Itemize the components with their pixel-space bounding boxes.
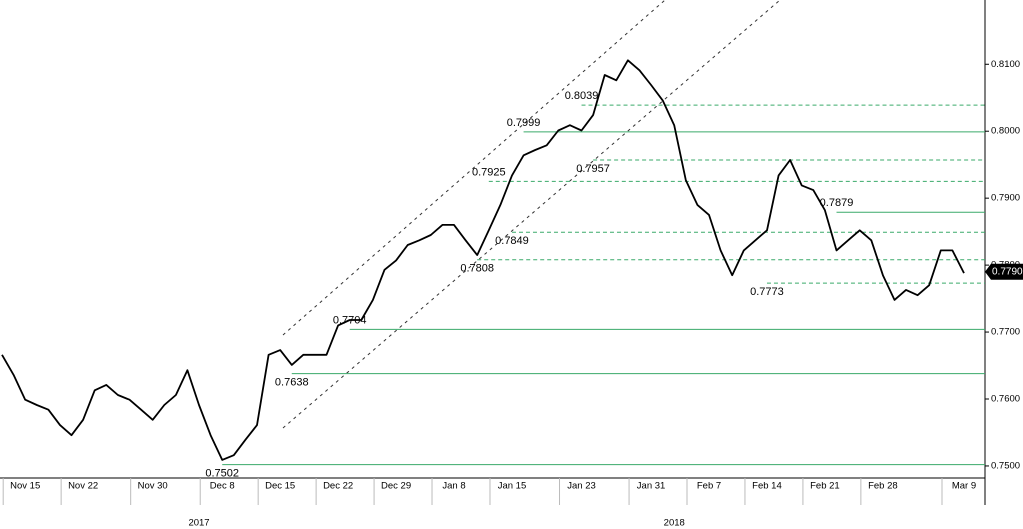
x-tick-label: Feb 7 [697,481,721,492]
x-tick-label: Jan 31 [637,481,666,492]
level-label: 0.7638 [275,376,309,388]
x-tick-label: Jan 8 [442,481,465,492]
x-tick-label: Feb 14 [752,481,782,492]
price-line [1,59,965,461]
y-tick-label: 0.8000 [991,126,1020,137]
last-price-box [985,263,1023,280]
y-tick-label: 0.7600 [991,394,1020,405]
x-tick-label: Nov 22 [68,481,98,492]
level-label: 0.7957 [576,163,610,175]
x-tick-label: Dec 22 [323,481,353,492]
x-tick-label: Nov 30 [138,481,168,492]
x-tick-label: Jan 23 [567,481,596,492]
level-label: 0.7999 [507,117,541,129]
x-tick-label: Dec 29 [381,481,411,492]
level-label: 0.7925 [472,166,506,178]
level-label: 0.7879 [820,197,854,209]
x-tick-label: Dec 8 [210,481,235,492]
y-tick-label: 0.7900 [991,193,1020,204]
x-tick-label: Jan 15 [498,481,527,492]
x-tick-label: Feb 28 [868,481,898,492]
level-label: 0.7808 [460,263,494,275]
channel-lower [282,0,781,429]
x-tick-label: Mar 9 [952,481,976,492]
last-price-label: 0.7790 [992,266,1023,277]
level-label: 0.7849 [495,235,529,247]
y-tick-label: 0.8100 [991,59,1020,70]
channel-upper [282,0,666,336]
level-label: 0.8039 [565,90,599,102]
y-tick-label: 0.7700 [991,327,1020,338]
year-label: 2018 [664,518,685,529]
x-tick-label: Dec 15 [265,481,295,492]
y-tick-label: 0.7500 [991,460,1020,471]
x-tick-label: Nov 15 [10,481,40,492]
level-label: 0.7502 [205,468,239,480]
x-tick-label: Feb 21 [810,481,840,492]
year-label: 2017 [188,518,209,529]
level-label: 0.7773 [750,286,784,298]
